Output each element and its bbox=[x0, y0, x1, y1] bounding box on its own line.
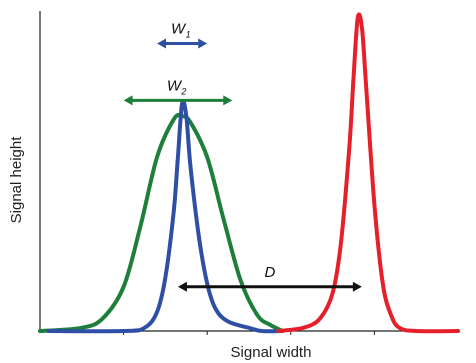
annotation-label: W bbox=[171, 20, 187, 37]
annotation-arrowhead-left bbox=[123, 95, 133, 106]
annotation-arrowhead-right bbox=[352, 281, 362, 292]
annotation-label: W bbox=[167, 77, 183, 94]
annotation-subscript: 2 bbox=[180, 86, 186, 96]
annotation-arrowhead-right bbox=[223, 95, 233, 106]
series-line-1 bbox=[46, 99, 285, 334]
series-group bbox=[38, 12, 460, 334]
annotation-3: D bbox=[177, 264, 362, 292]
y-axis-title: Signal height bbox=[8, 136, 25, 224]
series-line-3 bbox=[276, 12, 460, 334]
annotation-arrowhead-left bbox=[157, 38, 167, 49]
annotation-arrowhead-right bbox=[198, 38, 208, 49]
annotation-subscript: 1 bbox=[186, 29, 191, 39]
annotation-arrowhead-left bbox=[177, 281, 187, 292]
annotations-group: W 1W 2D bbox=[123, 20, 362, 292]
x-axis-title: Signal width bbox=[231, 344, 312, 361]
annotation-label: D bbox=[264, 264, 275, 281]
